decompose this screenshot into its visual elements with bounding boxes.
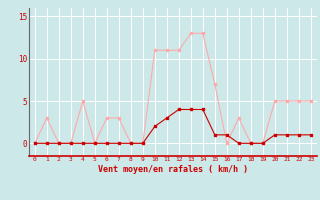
X-axis label: Vent moyen/en rafales ( km/h ): Vent moyen/en rafales ( km/h ) bbox=[98, 165, 248, 174]
